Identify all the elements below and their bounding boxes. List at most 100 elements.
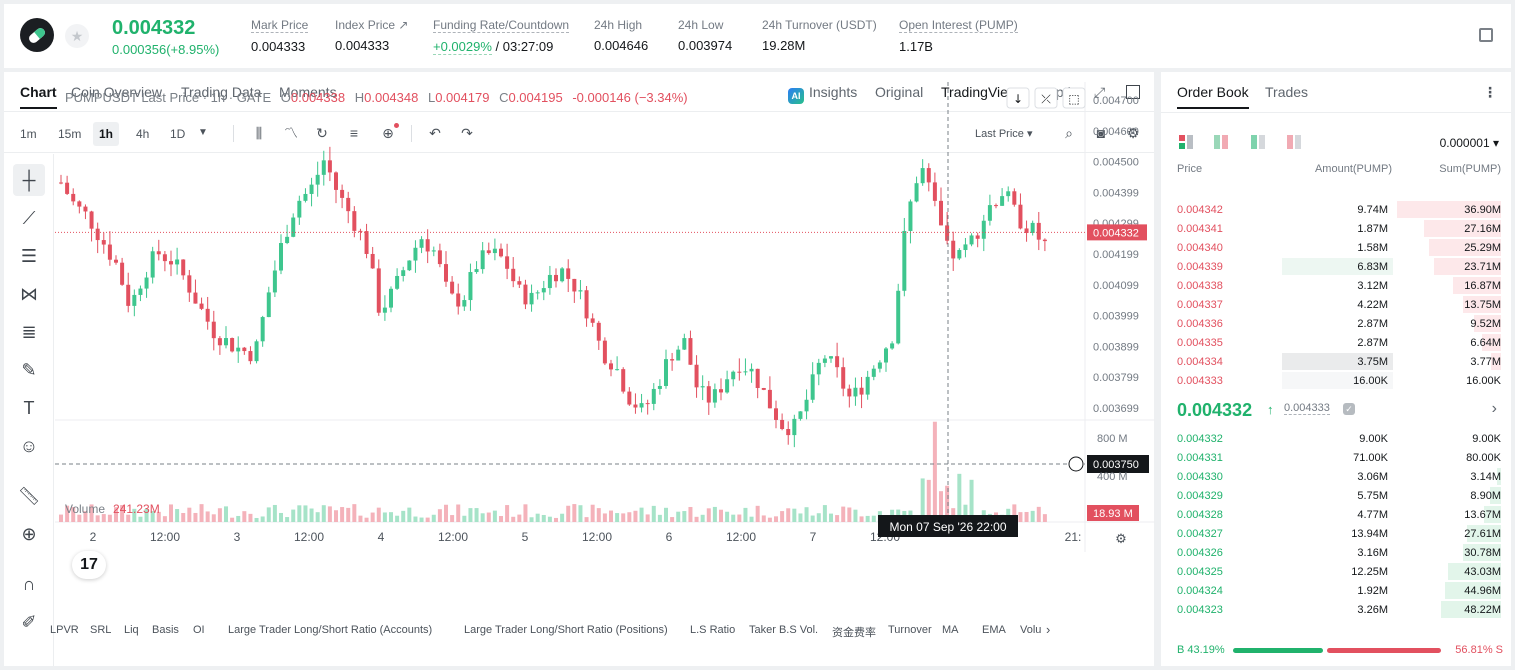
notes-icon[interactable] — [1479, 28, 1493, 42]
indicator-item[interactable]: Large Trader Long/Short Ratio (Positions… — [464, 624, 668, 636]
indicator-item[interactable]: Turnover — [888, 624, 932, 636]
tab-order-book[interactable]: Order Book — [1177, 84, 1249, 109]
bid-row[interactable]: 0.004330 3.06M 3.14M — [1161, 467, 1511, 486]
indicator-item[interactable]: Volu — [1020, 624, 1042, 636]
price-chart[interactable]: 0.0047000.0046000.0045000.0043990.004299… — [55, 82, 1155, 552]
fib-icon[interactable]: ≣ — [21, 322, 37, 342]
tf-1m[interactable]: 1m — [20, 127, 37, 141]
price-type-select[interactable]: Last Price ▾ — [975, 128, 1033, 140]
bid-row[interactable]: 0.004328 4.77M 13.67M — [1161, 505, 1511, 524]
stat-index-price[interactable]: Index Price ↗ 0.004333 — [335, 18, 409, 53]
candle-type-icon[interactable]: ⫼ — [255, 125, 263, 141]
bid-row[interactable]: 0.004329 5.75M 8.90M — [1161, 486, 1511, 505]
timeframe-dropdown-icon[interactable]: ▼ — [198, 127, 208, 138]
volume-bar — [138, 516, 143, 522]
undo-icon[interactable]: ↶ — [429, 125, 441, 141]
lock-drawing-icon[interactable]: ✐ — [21, 612, 37, 632]
tf-15m[interactable]: 15m — [58, 127, 82, 141]
book-mode-buy-icon[interactable] — [1214, 135, 1228, 149]
window-icon[interactable] — [1126, 85, 1140, 99]
shield-icon: ✓ — [1343, 403, 1355, 415]
bid-row[interactable]: 0.004324 1.92M 44.96M — [1161, 581, 1511, 600]
indicator-item[interactable]: EMA — [982, 624, 1006, 636]
pattern-icon[interactable]: ⋈ — [20, 284, 38, 304]
magnet-icon[interactable]: ∩ — [22, 574, 36, 594]
tab-chart[interactable]: Chart — [20, 84, 57, 109]
ask-row[interactable]: 0.004336 2.87M 9.52M — [1161, 314, 1511, 333]
indicator-item[interactable]: Large Trader Long/Short Ratio (Accounts) — [228, 624, 433, 636]
ask-row[interactable]: 0.004334 3.75M 3.77M — [1161, 352, 1511, 371]
ask-sum: 23.71M — [1464, 261, 1501, 273]
ask-row[interactable]: 0.004338 3.12M 16.87M — [1161, 276, 1511, 295]
precision-select[interactable]: 0.000001 ▾ — [1439, 136, 1499, 150]
ruler-icon[interactable]: 📏︎ — [17, 486, 41, 506]
ask-row[interactable]: 0.004340 1.58M 25.29M — [1161, 238, 1511, 257]
header-sum: Sum(PUMP) — [1439, 163, 1501, 175]
tab-trading-data[interactable]: Trading Data — [181, 84, 262, 100]
view-original[interactable]: Original — [875, 84, 924, 100]
indicator-item[interactable]: SRL — [90, 624, 112, 636]
ask-row[interactable]: 0.004335 2.87M 6.64M — [1161, 333, 1511, 352]
book-mode-asks-icon[interactable] — [1287, 135, 1301, 149]
indicator-item[interactable]: LPVR — [50, 624, 79, 636]
tf-1d[interactable]: 1D — [170, 127, 186, 141]
tab-coin-overview[interactable]: Coin Overview — [71, 84, 163, 100]
ask-row[interactable]: 0.004339 6.83M 23.71M — [1161, 257, 1511, 276]
ask-row[interactable]: 0.004342 9.74M 36.90M — [1161, 200, 1511, 219]
bid-row[interactable]: 0.004325 12.25M 43.03M — [1161, 562, 1511, 581]
indicators-icon[interactable]: 〽 — [284, 125, 298, 141]
indicator-item[interactable]: Liq — [124, 624, 139, 636]
volume-bar — [187, 507, 192, 522]
settings-gear-icon[interactable]: ⚙ — [1126, 125, 1140, 141]
trend-line-icon[interactable]: ⟋ — [22, 208, 36, 228]
brush-icon[interactable]: ✎ — [21, 360, 37, 380]
legend-h-label: H — [354, 90, 365, 105]
indicator-item[interactable]: Basis — [152, 624, 179, 636]
templates-icon[interactable]: ≡ — [349, 125, 359, 141]
chevron-right-icon[interactable]: › — [1491, 400, 1497, 417]
indicator-item[interactable]: 资金费率 — [832, 627, 876, 639]
view-tradingview[interactable]: TradingView — [941, 84, 1019, 100]
indicator-item[interactable]: OI — [193, 624, 205, 636]
volume-bar — [407, 507, 412, 522]
crosshair-icon[interactable]: ┼ — [13, 164, 45, 196]
chevron-right-icon[interactable]: › — [1046, 622, 1051, 637]
indicator-item[interactable]: L.S Ratio — [690, 624, 736, 636]
ask-row[interactable]: 0.004341 1.87M 27.16M — [1161, 219, 1511, 238]
bid-row[interactable]: 0.004331 71.00K 80.00K — [1161, 448, 1511, 467]
tf-4h[interactable]: 4h — [136, 127, 150, 141]
horizontal-lines-icon[interactable]: ☰ — [20, 246, 38, 266]
bid-row[interactable]: 0.004332 9.00K 9.00K — [1161, 429, 1511, 448]
insights-button[interactable]: AI Insights — [788, 84, 857, 104]
legend-o-label: O — [280, 90, 291, 105]
search-icon[interactable]: ⌕ — [1065, 125, 1073, 141]
camera-icon[interactable]: ◙ — [1096, 125, 1106, 141]
zoom-in-icon[interactable]: ⊕ — [21, 524, 37, 544]
indicator-item[interactable]: MA — [942, 624, 959, 636]
expand-icon[interactable]: ⤢ — [1094, 84, 1106, 100]
book-mode-both-icon[interactable] — [1179, 135, 1193, 149]
emoji-icon[interactable]: ☺ — [19, 436, 39, 456]
indicator-item[interactable]: Taker B.S Vol. — [749, 624, 819, 636]
book-mode-bids-icon[interactable] — [1251, 135, 1265, 149]
bid-row[interactable]: 0.004327 13.94M 27.61M — [1161, 524, 1511, 543]
ask-row[interactable]: 0.004337 4.22M 13.75M — [1161, 295, 1511, 314]
favorite-star-icon[interactable]: ★ — [65, 24, 89, 48]
add-indicator-icon[interactable]: ⊕ — [379, 123, 399, 141]
refresh-icon[interactable]: ↻ — [316, 125, 328, 141]
ask-row[interactable]: 0.004333 16.00K 16.00K — [1161, 371, 1511, 390]
bid-row[interactable]: 0.004326 3.16M 30.78M — [1161, 543, 1511, 562]
more-icon[interactable]: ⋮ — [1483, 84, 1497, 100]
text-tool-icon[interactable]: T — [23, 398, 35, 418]
candle-body — [987, 205, 992, 221]
x-tick-label: 12:00 — [582, 530, 612, 544]
bid-amount: 3.26M — [1357, 604, 1388, 616]
tf-1h[interactable]: 1h — [93, 122, 120, 146]
volume-bar — [199, 504, 204, 522]
tab-moments[interactable]: Moments — [279, 84, 337, 100]
redo-icon[interactable]: ↷ — [461, 125, 473, 141]
candle-body — [364, 231, 369, 254]
tab-trades[interactable]: Trades — [1265, 84, 1309, 100]
bid-row[interactable]: 0.004323 3.26M 48.22M — [1161, 600, 1511, 619]
candle-body — [389, 288, 393, 308]
